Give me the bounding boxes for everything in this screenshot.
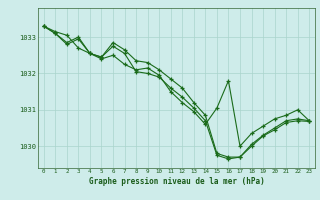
X-axis label: Graphe pression niveau de la mer (hPa): Graphe pression niveau de la mer (hPa) (89, 177, 264, 186)
